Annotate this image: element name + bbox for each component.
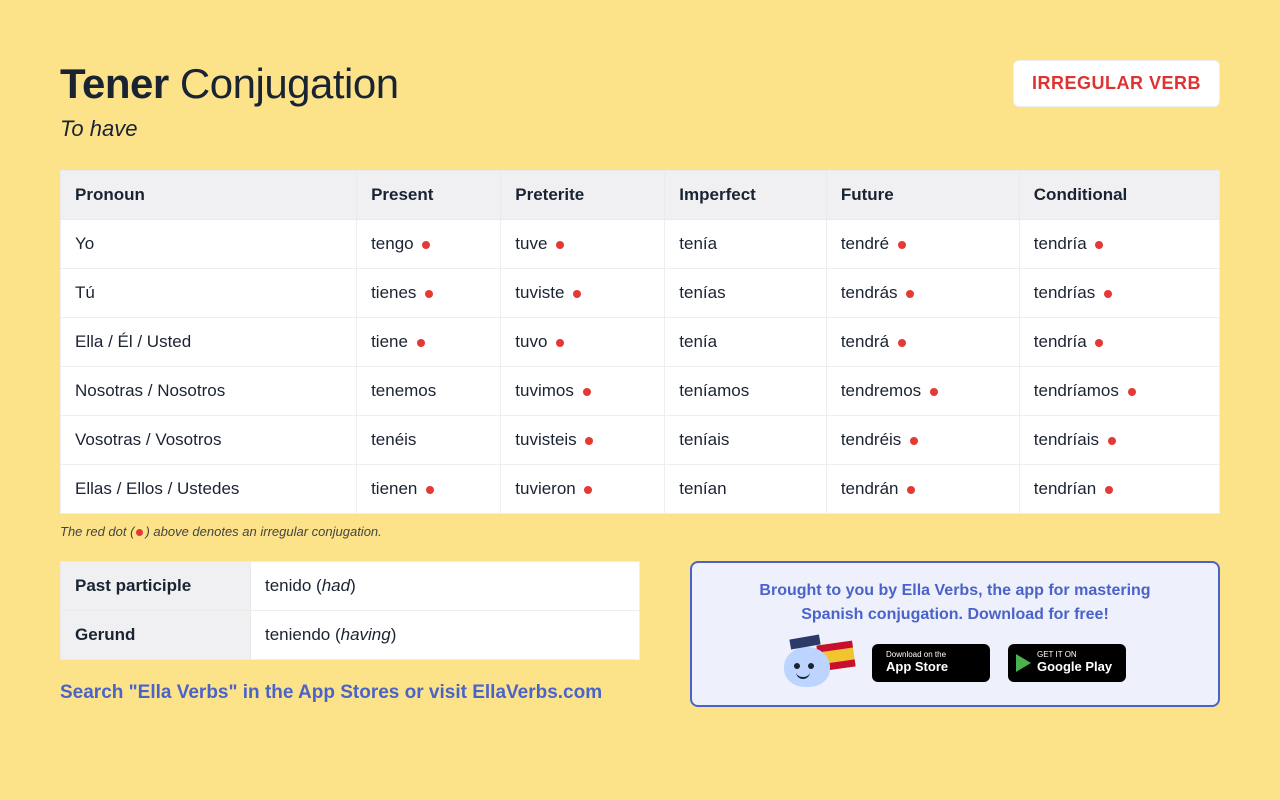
irregular-dot-icon <box>906 290 914 298</box>
conjugation-cell: tenían <box>665 465 827 514</box>
column-header: Imperfect <box>665 171 827 220</box>
participle-value: tenido (had) <box>251 562 640 611</box>
participle-value: teniendo (having) <box>251 611 640 660</box>
conjugation-cell: tendrían <box>1019 465 1219 514</box>
pronoun-cell: Tú <box>61 269 357 318</box>
table-row: Vosotras / Vosotrostenéis tuvisteis tení… <box>61 416 1220 465</box>
conjugation-cell: tuvisteis <box>501 416 665 465</box>
pronoun-cell: Vosotras / Vosotros <box>61 416 357 465</box>
conjugation-cell: tendremos <box>826 367 1019 416</box>
conjugation-cell: tendré <box>826 220 1019 269</box>
participle-label: Gerund <box>61 611 251 660</box>
verb-translation: To have <box>60 116 399 142</box>
verb-name: Tener <box>60 60 169 107</box>
irregular-dot-icon <box>910 437 918 445</box>
irregular-verb-badge: IRREGULAR VERB <box>1013 60 1220 107</box>
irregular-dot-icon <box>585 437 593 445</box>
conjugation-cell: tendríamos <box>1019 367 1219 416</box>
conjugation-cell: tendrás <box>826 269 1019 318</box>
irregular-dot-icon <box>898 241 906 249</box>
column-header: Future <box>826 171 1019 220</box>
conjugation-cell: tendrán <box>826 465 1019 514</box>
legend-text: The red dot () above denotes an irregula… <box>60 524 1220 539</box>
irregular-dot-icon <box>1095 241 1103 249</box>
conjugation-cell: tendría <box>1019 318 1219 367</box>
irregular-dot-icon <box>425 290 433 298</box>
table-row: Tútienes tuviste tenías tendrás tendrías <box>61 269 1220 318</box>
conjugation-cell: tendrías <box>1019 269 1219 318</box>
participle-label: Past participle <box>61 562 251 611</box>
pronoun-cell: Yo <box>61 220 357 269</box>
conjugation-cell: teníais <box>665 416 827 465</box>
conjugation-cell: tengo <box>357 220 501 269</box>
conjugation-cell: tenéis <box>357 416 501 465</box>
page-title: Tener Conjugation <box>60 60 399 108</box>
irregular-dot-icon <box>556 241 564 249</box>
google-play-badge[interactable]: GET IT ON Google Play <box>1008 644 1126 682</box>
pronoun-cell: Ellas / Ellos / Ustedes <box>61 465 357 514</box>
conjugation-cell: tendrá <box>826 318 1019 367</box>
conjugation-cell: tendréis <box>826 416 1019 465</box>
irregular-dot-icon <box>426 486 434 494</box>
irregular-dot-icon <box>1104 290 1112 298</box>
conjugation-cell: teníamos <box>665 367 827 416</box>
conjugation-cell: tuvimos <box>501 367 665 416</box>
google-play-icon <box>1016 654 1031 672</box>
conjugation-cell: tuve <box>501 220 665 269</box>
conjugation-cell: tendría <box>1019 220 1219 269</box>
pronoun-cell: Ella / Él / Usted <box>61 318 357 367</box>
table-row: Ella / Él / Ustedtiene tuvo tenía tendrá… <box>61 318 1220 367</box>
conjugation-cell: tenía <box>665 318 827 367</box>
participle-table: Past participletenido (had)Gerundteniend… <box>60 561 640 660</box>
irregular-dot-icon <box>1105 486 1113 494</box>
conjugation-cell: tienen <box>357 465 501 514</box>
conjugation-cell: tenemos <box>357 367 501 416</box>
column-header: Preterite <box>501 171 665 220</box>
irregular-dot-icon <box>584 486 592 494</box>
conjugation-cell: tuviste <box>501 269 665 318</box>
conjugation-table: PronounPresentPreteriteImperfectFutureCo… <box>60 170 1220 514</box>
irregular-dot-icon <box>907 486 915 494</box>
irregular-dot-icon <box>1108 437 1116 445</box>
search-instruction: Search "Ella Verbs" in the App Stores or… <box>60 682 640 704</box>
irregular-dot-icon <box>422 241 430 249</box>
app-store-badge[interactable]: Download on the App Store <box>872 644 990 682</box>
participle-row: Gerundteniendo (having) <box>61 611 640 660</box>
irregular-dot-icon <box>1095 339 1103 347</box>
conjugation-cell: tenías <box>665 269 827 318</box>
table-row: Yotengo tuve tenía tendré tendría <box>61 220 1220 269</box>
participle-row: Past participletenido (had) <box>61 562 640 611</box>
irregular-dot-icon <box>573 290 581 298</box>
pronoun-cell: Nosotras / Nosotros <box>61 367 357 416</box>
title-suffix: Conjugation <box>169 60 399 107</box>
column-header: Present <box>357 171 501 220</box>
irregular-dot-icon <box>417 339 425 347</box>
conjugation-cell: tendríais <box>1019 416 1219 465</box>
table-row: Ellas / Ellos / Ustedestienen tuvieron t… <box>61 465 1220 514</box>
conjugation-cell: tuvo <box>501 318 665 367</box>
mascot-icon <box>784 639 854 687</box>
irregular-dot-icon <box>898 339 906 347</box>
promo-box: Brought to you by Ella Verbs, the app fo… <box>690 561 1220 707</box>
column-header: Pronoun <box>61 171 357 220</box>
red-dot-icon <box>136 529 143 536</box>
promo-text: Brought to you by Ella Verbs, the app fo… <box>716 579 1194 627</box>
conjugation-cell: tuvieron <box>501 465 665 514</box>
irregular-dot-icon <box>1128 388 1136 396</box>
column-header: Conditional <box>1019 171 1219 220</box>
conjugation-cell: tienes <box>357 269 501 318</box>
conjugation-cell: tenía <box>665 220 827 269</box>
irregular-dot-icon <box>556 339 564 347</box>
irregular-dot-icon <box>930 388 938 396</box>
table-row: Nosotras / Nosotrostenemos tuvimos tenía… <box>61 367 1220 416</box>
irregular-dot-icon <box>583 388 591 396</box>
conjugation-cell: tiene <box>357 318 501 367</box>
